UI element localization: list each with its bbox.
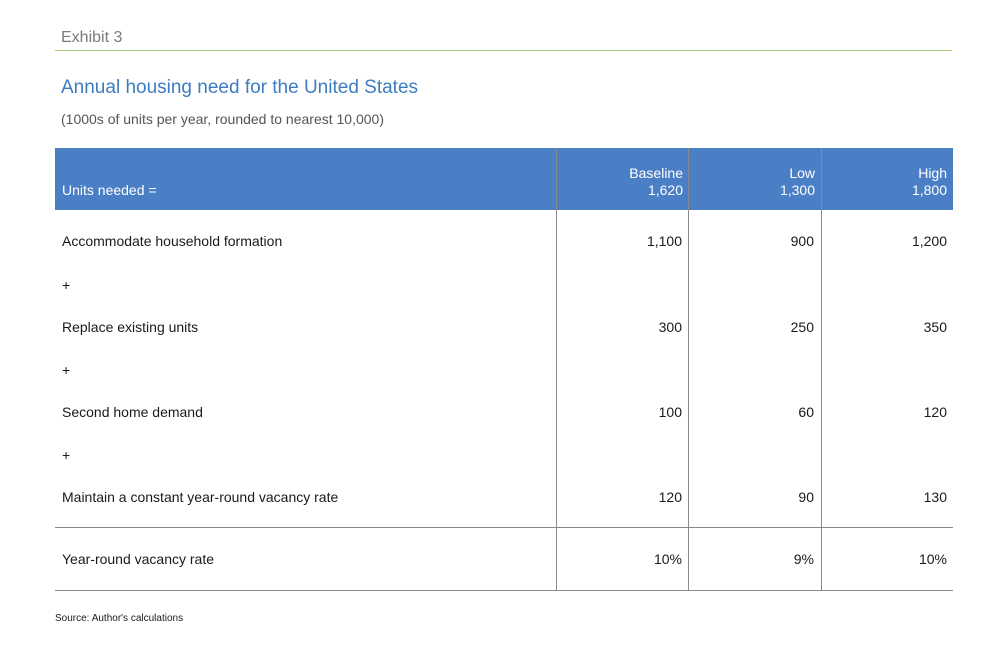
row-label: Second home demand [62,404,203,420]
row-label: Maintain a constant year-round vacancy r… [62,489,339,505]
header-low: Low 1,300 [715,165,815,199]
cell-high: 1,200 [911,233,947,249]
row-label: Accommodate household formation [62,233,283,249]
row-operator: + [62,362,71,378]
cell-low: 900 [790,233,814,249]
row-label: Year-round vacancy rate [62,551,215,567]
cell-low: 90 [798,489,814,505]
header-label: Units needed = [62,182,157,198]
column-divider [688,148,689,590]
exhibit-rule [55,50,952,51]
table-bottom-rule [55,590,953,591]
row-operator: + [62,277,71,293]
cell-high: 350 [923,319,947,335]
row-divider [55,527,953,528]
exhibit-label: Exhibit 3 [61,29,123,46]
header-baseline: Baseline 1,620 [583,165,683,199]
cell-high: 130 [923,489,947,505]
table-title: Annual housing need for the United State… [61,77,419,98]
cell-baseline: 300 [658,319,682,335]
cell-low: 9% [793,551,814,567]
cell-low: 250 [790,319,814,335]
table-header: Units needed = Baseline 1,620 Low 1,300 … [55,148,953,210]
header-baseline-name: Baseline [629,165,683,181]
cell-baseline: 120 [658,489,682,505]
header-baseline-value: 1,620 [647,182,683,198]
row-label: Replace existing units [62,319,199,335]
column-divider [556,148,557,590]
cell-low: 60 [798,404,814,420]
table-subtitle: (1000s of units per year, rounded to nea… [61,111,384,127]
cell-baseline: 1,100 [646,233,682,249]
header-high-name: High [918,165,947,181]
row-operator: + [62,447,71,463]
cell-baseline: 10% [653,551,682,567]
header-low-value: 1,300 [779,182,815,198]
header-high-value: 1,800 [911,182,947,198]
column-divider [821,148,822,590]
cell-high: 120 [923,404,947,420]
header-high: High 1,800 [847,165,947,199]
source-note: Source: Author's calculations [55,613,184,624]
cell-high: 10% [918,551,947,567]
header-low-name: Low [789,165,815,181]
cell-baseline: 100 [658,404,682,420]
